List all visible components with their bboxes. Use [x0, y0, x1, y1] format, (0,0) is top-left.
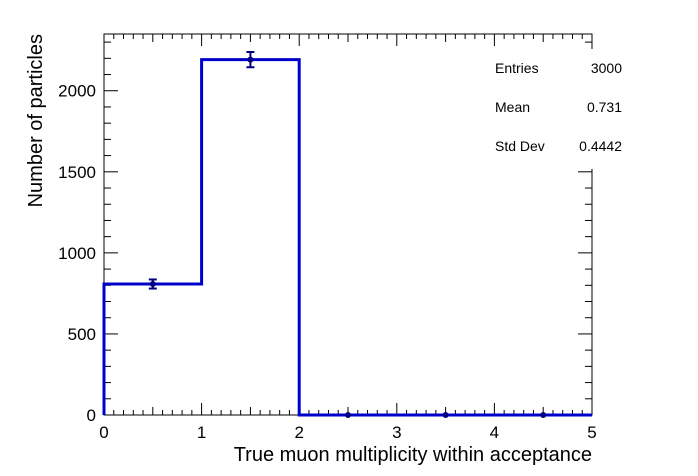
y-tick-label: 500 [68, 325, 96, 344]
stats-label: Std Dev [495, 138, 545, 154]
stats-box-bg [487, 49, 597, 169]
data-marker [149, 281, 156, 288]
x-axis-tick-labels: 0 1 2 3 4 5 [99, 423, 596, 442]
stats-label: Entries [495, 60, 539, 76]
y-tick-label: 1000 [58, 244, 96, 263]
stats-value: 3000 [591, 60, 622, 76]
data-marker [247, 56, 254, 63]
x-tick-label: 5 [587, 423, 596, 442]
y-tick-label: 0 [87, 406, 96, 425]
y-tick-label: 2000 [58, 82, 96, 101]
bin-point [148, 278, 157, 290]
stats-box: Entries 3000 Mean 0.731 Std Dev 0.4442 [487, 49, 622, 169]
bin-point [345, 412, 351, 418]
stats-label: Mean [495, 99, 530, 115]
histogram-series [102, 58, 592, 417]
y-axis-tick-labels: 0 500 1000 1500 2000 [58, 82, 96, 425]
bin-point [540, 412, 547, 418]
data-marker [540, 412, 547, 418]
x-tick-label: 3 [392, 423, 401, 442]
data-marker [345, 412, 351, 418]
stats-value: 0.4442 [579, 138, 622, 154]
x-tick-label: 4 [490, 423, 499, 442]
x-tick-label: 1 [197, 423, 206, 442]
histogram-points [148, 50, 547, 418]
x-axis-title: True muon multiplicity within acceptance [234, 444, 592, 466]
data-marker [442, 412, 449, 418]
histogram-line [102, 58, 592, 417]
y-tick-label: 1500 [58, 163, 96, 182]
bin-point [246, 50, 255, 69]
y-axis-title: Number of particles [25, 34, 47, 207]
x-tick-label: 2 [294, 423, 303, 442]
x-tick-label: 0 [99, 423, 108, 442]
bin-point [442, 412, 449, 418]
stats-value: 0.731 [587, 99, 622, 115]
